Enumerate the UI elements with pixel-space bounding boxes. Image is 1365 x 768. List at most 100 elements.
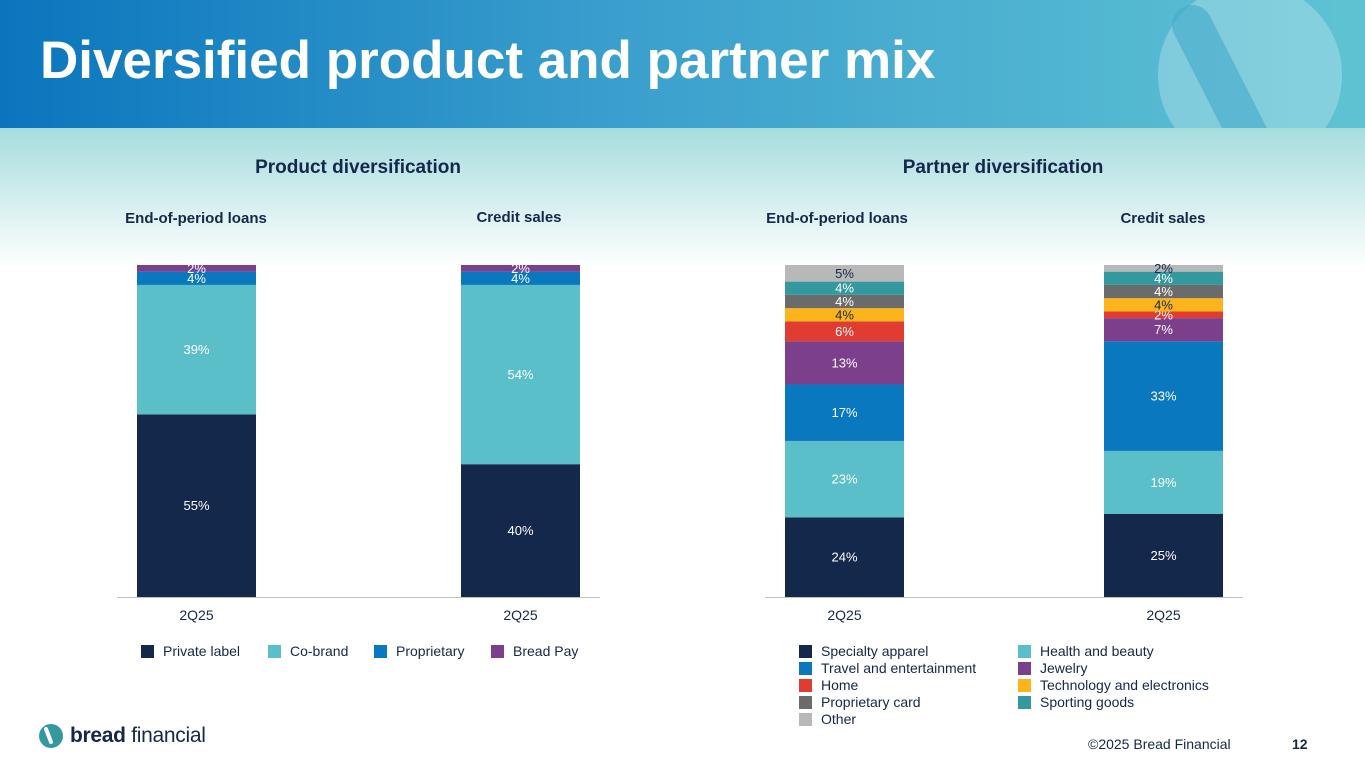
data-label: 2% — [511, 261, 530, 276]
bar-segment — [137, 284, 256, 415]
legend-swatch — [799, 644, 812, 658]
data-label: 4% — [835, 294, 854, 309]
data-label: 2% — [1154, 261, 1173, 276]
legend-swatch — [799, 678, 812, 692]
legend-swatch — [1018, 644, 1031, 658]
bar-segment — [1104, 298, 1223, 312]
bar-segment — [461, 265, 580, 272]
bar-segment — [1104, 318, 1223, 342]
legend-label: Proprietary — [396, 643, 465, 659]
legend-label: Private label — [163, 643, 241, 659]
legend-swatch — [799, 661, 812, 675]
data-label: 5% — [835, 266, 854, 281]
legend-item: Jewelry — [1018, 660, 1087, 676]
legend-item: Private label — [141, 643, 240, 659]
legend-swatch — [1018, 678, 1031, 692]
bar-segment — [137, 414, 256, 597]
product-sales-label: Credit sales — [476, 209, 562, 226]
data-label: 7% — [1154, 322, 1173, 337]
data-label: 54% — [507, 367, 533, 382]
legend-label: Technology and electronics — [1040, 677, 1209, 693]
bar-segment — [461, 271, 580, 285]
legend-item: Proprietary — [374, 643, 464, 659]
data-label: 4% — [835, 307, 854, 322]
legend-label: Co-brand — [290, 643, 349, 659]
legend-item: Technology and electronics — [1018, 677, 1209, 693]
bar-segment — [785, 294, 904, 309]
legend-swatch — [491, 644, 504, 658]
legend-item: Proprietary card — [799, 694, 921, 710]
page-number: 12 — [1292, 736, 1308, 752]
legend-swatch — [799, 695, 812, 709]
legend-label: Bread Pay — [513, 643, 579, 659]
data-label: 4% — [187, 271, 206, 286]
x-tick-label: 2Q25 — [179, 607, 213, 623]
bar-segment — [1104, 341, 1223, 451]
data-label: 25% — [1150, 548, 1176, 563]
page-title: Diversified product and partner mix — [40, 31, 936, 90]
legend-swatch — [268, 644, 281, 658]
data-label: 4% — [1154, 271, 1173, 286]
copyright: ©2025 Bread Financial — [1088, 736, 1231, 752]
data-label: 4% — [1154, 297, 1173, 312]
bar-segment — [785, 440, 904, 518]
data-label: 55% — [183, 498, 209, 513]
bar-segment — [785, 321, 904, 342]
bread-financial-logo: bread financial — [38, 723, 206, 749]
partner-loans-label: End-of-period loans — [766, 210, 908, 227]
legend-label: Home — [821, 677, 859, 693]
header-banner: Diversified product and partner mix — [0, 0, 1365, 128]
bar-segment — [1104, 514, 1223, 597]
data-label: 4% — [511, 271, 530, 286]
data-label: 2% — [187, 261, 206, 276]
legend-swatch — [141, 644, 154, 658]
legend-item: Bread Pay — [491, 643, 578, 659]
data-label: 6% — [835, 324, 854, 339]
bar-segment — [1104, 265, 1223, 272]
bar-segment — [785, 265, 904, 282]
bar-segment — [461, 464, 580, 597]
legend-item: Travel and entertainment — [799, 660, 976, 676]
legend-label: Proprietary card — [821, 694, 921, 710]
bar-segment — [785, 308, 904, 322]
bar-segment — [461, 284, 580, 465]
bar-segment — [785, 281, 904, 295]
bar-segment — [1104, 271, 1223, 285]
legend-item: Health and beauty — [1018, 643, 1154, 659]
data-label: 4% — [835, 281, 854, 296]
brand-wordmark: bread financial — [70, 724, 206, 748]
bar-segment — [1104, 284, 1223, 299]
legend-swatch — [1018, 695, 1031, 709]
bar-segment — [1104, 450, 1223, 514]
x-tick-label: 2Q25 — [1146, 607, 1180, 623]
partner-section-title: Partner diversification — [902, 157, 1104, 178]
bar-segment — [1104, 311, 1223, 319]
product-loans-label: End-of-period loans — [125, 210, 267, 227]
legend-item: Specialty apparel — [799, 643, 928, 659]
legend-label: Specialty apparel — [821, 643, 929, 659]
legend-item: Other — [799, 711, 856, 727]
data-label: 19% — [1150, 475, 1176, 490]
data-label: 17% — [831, 405, 857, 420]
brand-bold: bread — [70, 724, 126, 747]
header-fade — [0, 128, 1365, 268]
bar-segment — [785, 384, 904, 441]
bar-segment — [785, 341, 904, 385]
legend-item: Home — [799, 677, 858, 693]
legend-label: Other — [821, 711, 857, 727]
product-section-title: Product diversification — [255, 157, 461, 178]
x-tick-label: 2Q25 — [503, 607, 537, 623]
legend-item: Sporting goods — [1018, 694, 1134, 710]
data-label: 4% — [1154, 284, 1173, 299]
data-label: 39% — [183, 342, 209, 357]
legend-swatch — [1018, 661, 1031, 675]
brand-light: financial — [131, 724, 206, 747]
legend-swatch — [799, 712, 812, 726]
data-label: 24% — [831, 550, 857, 565]
bar-segment — [785, 517, 904, 597]
legend-swatch — [374, 644, 387, 658]
legend-item: Co-brand — [268, 643, 348, 659]
legend-label: Travel and entertainment — [821, 660, 977, 676]
partner-sales-label: Credit sales — [1120, 210, 1206, 227]
